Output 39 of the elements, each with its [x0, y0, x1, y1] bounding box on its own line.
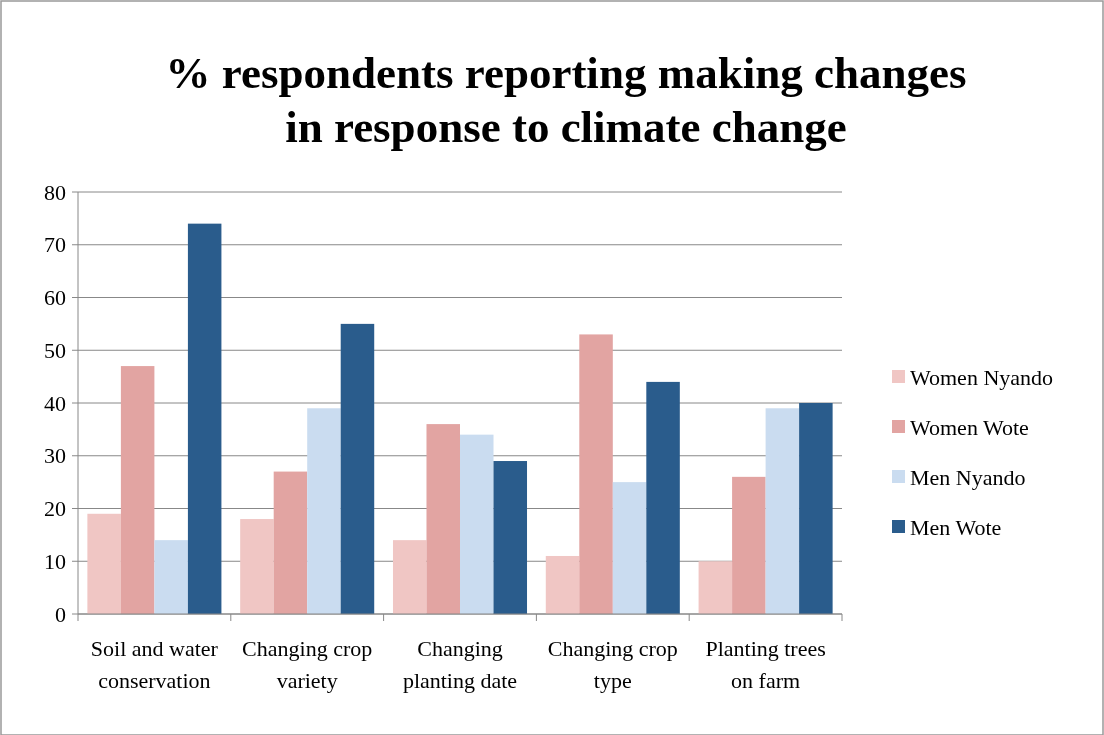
bar [493, 461, 528, 614]
x-tick-label: Planting trees on farm [705, 636, 826, 693]
legend-label: Women Wote [910, 414, 1029, 440]
bar [120, 366, 155, 614]
bar [154, 540, 188, 614]
y-tick-label: 0 [55, 601, 66, 627]
legend-label: Men Wote [910, 514, 1002, 540]
y-tick-label: 80 [44, 179, 66, 205]
bar [698, 561, 733, 614]
y-tick-label: 30 [44, 443, 66, 469]
bar [579, 334, 613, 614]
bar [545, 555, 580, 614]
bar [273, 471, 308, 614]
bar [87, 513, 121, 614]
bar [187, 223, 222, 614]
y-tick-label: 40 [44, 390, 66, 416]
x-tick-label: Changing planting date [402, 636, 518, 693]
y-tick-label: 70 [44, 232, 66, 258]
bar [392, 540, 427, 614]
bar [799, 403, 833, 614]
legend-label: Women Nyando [910, 364, 1054, 390]
bar [646, 381, 680, 614]
bar [426, 424, 460, 614]
bar [612, 482, 647, 614]
y-tick-label: 50 [44, 337, 66, 363]
y-tick-label: 10 [44, 548, 66, 574]
x-tick-label: Changing crop variety [242, 636, 373, 693]
bar [307, 408, 341, 614]
x-tick-label: Changing crop type [547, 636, 678, 693]
bar [765, 408, 800, 614]
legend-label: Men Nyando [910, 464, 1026, 490]
y-tick-label: 20 [44, 496, 66, 522]
bar [340, 323, 375, 614]
chart-title: % respondents reporting making changes in response to climate change [165, 48, 967, 152]
y-tick-label: 60 [44, 285, 66, 311]
bar [460, 434, 494, 614]
x-tick-label: Soil and water conservation [90, 636, 219, 693]
bar [240, 519, 274, 614]
bar [732, 476, 766, 614]
